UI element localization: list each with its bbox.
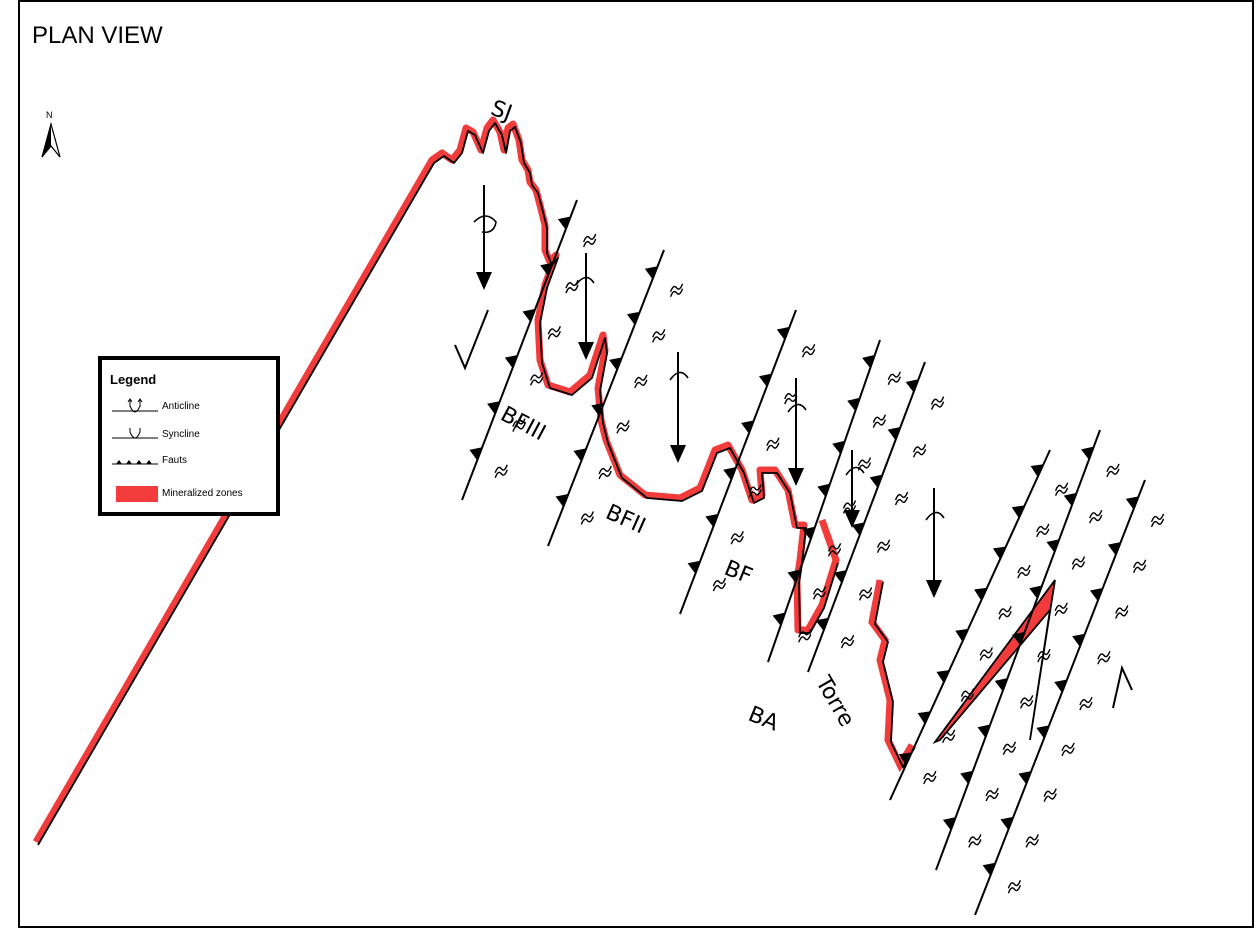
wavy-tick [1080,697,1092,710]
wavy-tick [531,372,543,385]
wavy-tick [980,647,992,660]
wavy-tick [1026,834,1038,847]
wavy-tick [1098,651,1110,664]
wavy-tick [803,344,815,357]
wavy-tick [1055,603,1067,616]
torre-mineralized-zone [872,580,1055,767]
wavy-tick [914,444,926,457]
wavy-tick [1018,565,1030,578]
wavy-tick [1072,556,1084,569]
wavy-tick [617,420,629,433]
wavy-tick [888,372,900,385]
legend-label: Fauts [162,455,187,466]
fault-lines [462,200,1164,915]
svg-text:N: N [46,110,53,120]
wavy-tick [860,587,872,600]
wavy-tick [1056,483,1068,496]
wavy-tick [653,329,665,342]
wavy-tick [635,375,647,388]
wavy-tick [844,500,856,513]
wavy-tick [999,606,1011,619]
wavy-tick [986,788,998,801]
legend-label: Mineralized zones [162,488,243,499]
wavy-tick [924,771,936,784]
legend-label: Syncline [162,429,200,440]
wavy-tick [842,635,854,648]
wavy-tick [1044,789,1056,802]
fault-line [548,250,664,546]
wavy-tick [1134,560,1146,573]
wavy-tick [1003,742,1015,755]
wavy-tick [584,234,596,247]
wavy-tick [969,834,981,847]
wavy-tick [731,531,743,544]
wavy-tick [1116,605,1128,618]
anticline-icon [110,398,160,418]
north-arrow-icon: N [42,110,60,157]
wavy-tick [785,391,797,404]
wavy-tick [671,284,683,297]
wavy-tick [767,438,779,451]
wavy-tick [1037,524,1049,537]
wavy-tick [1008,880,1020,893]
wavy-tick [932,397,944,410]
syncline-icon [110,426,160,446]
wavy-tick [1107,464,1119,477]
fault-icon [110,452,160,472]
legend-box: Legend Anticline Syncline Fauts Minerali… [98,356,280,516]
wavy-tick [896,492,908,505]
legend-label: Anticline [162,401,200,412]
wavy-tick [1021,695,1033,708]
wavy-tick [566,280,578,293]
wavy-tick [599,466,611,479]
wavy-tick [495,465,507,478]
legend-title: Legend [110,372,156,387]
wavy-tick [1090,510,1102,523]
wavy-tick [581,511,593,524]
wavy-tick [1062,743,1074,756]
mineralized-swatch-icon [116,486,158,502]
wavy-tick [548,326,560,339]
wavy-tick [873,415,885,428]
wavy-tick [878,540,890,553]
wavy-tick [1152,514,1164,527]
